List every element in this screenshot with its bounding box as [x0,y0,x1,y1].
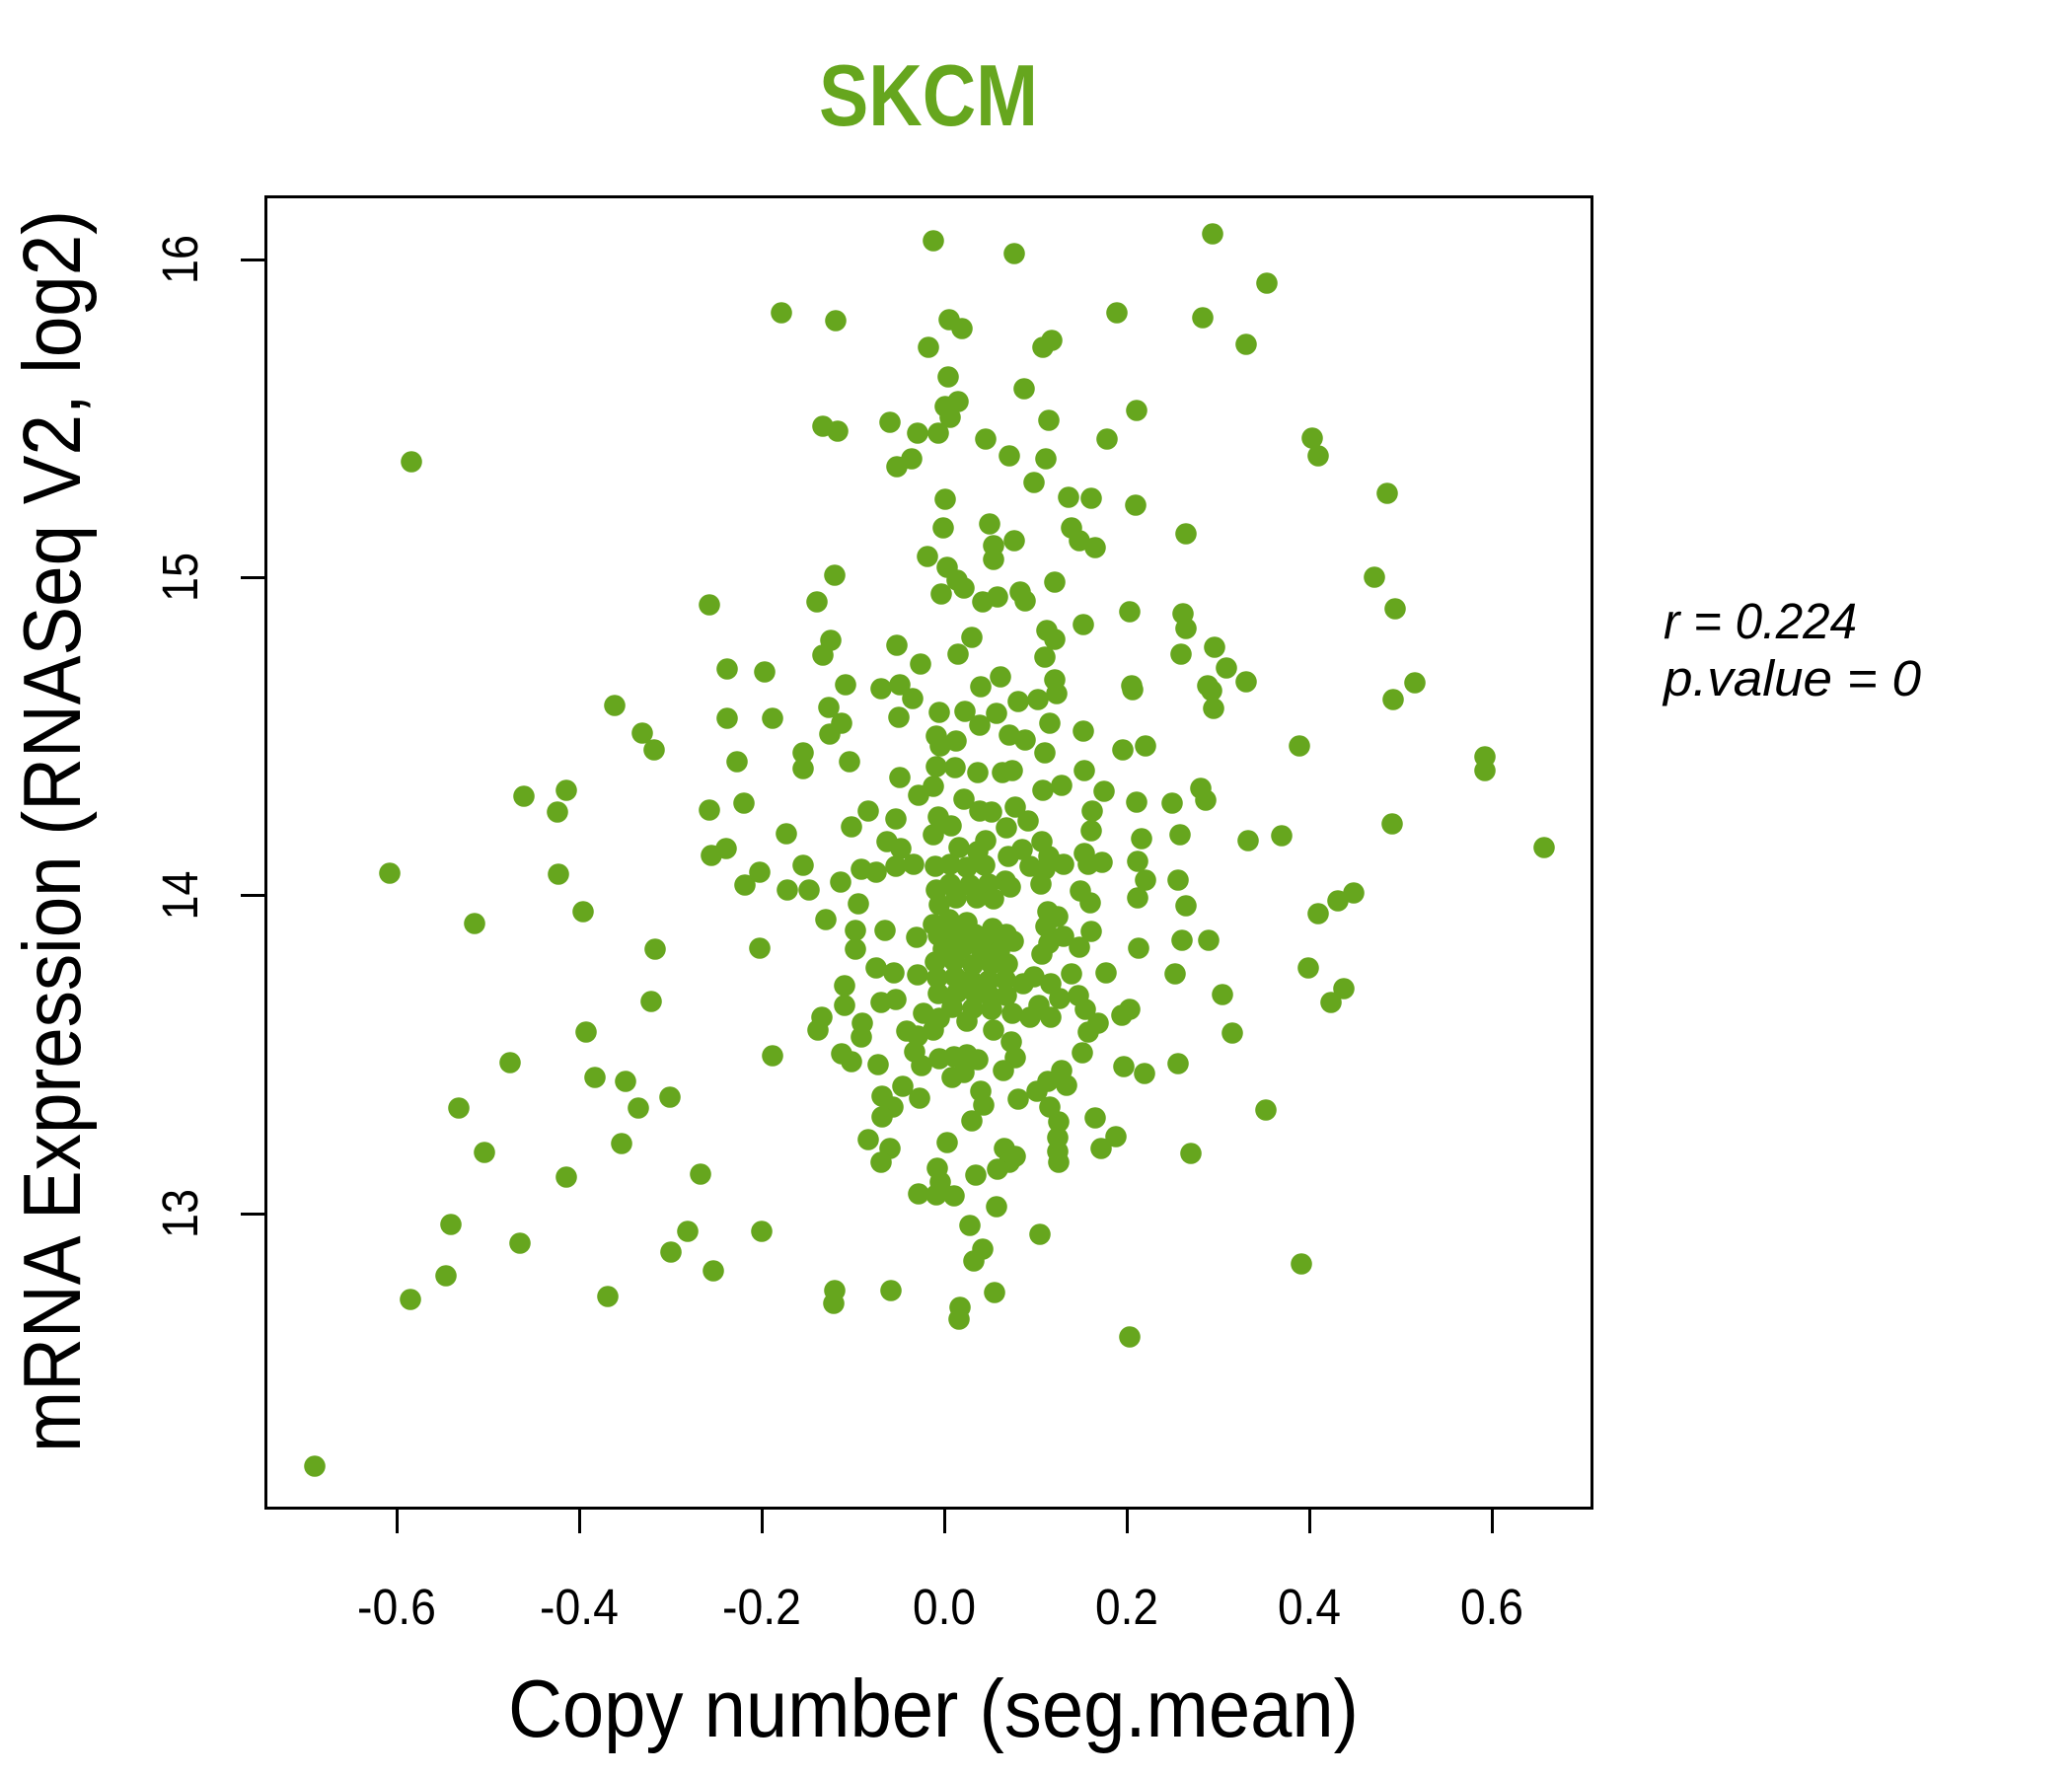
svg-text:0.0: 0.0 [913,1579,976,1635]
svg-text:Copy number (seg.mean): Copy number (seg.mean) [508,1663,1359,1754]
svg-text:-0.6: -0.6 [357,1579,436,1635]
svg-text:-0.4: -0.4 [540,1579,619,1635]
svg-text:16: 16 [152,235,208,284]
svg-text:14: 14 [152,871,208,921]
svg-text:0.4: 0.4 [1278,1579,1341,1635]
svg-text:15: 15 [152,553,208,602]
svg-text:13: 13 [152,1189,208,1238]
svg-text:0.2: 0.2 [1095,1579,1158,1635]
svg-text:SKCM: SKCM [819,46,1038,144]
svg-text:mRNA Expression (RNASeq V2, lo: mRNA Expression (RNASeq V2, log2) [6,210,98,1452]
svg-text:r = 0.224: r = 0.224 [1664,593,1857,649]
svg-text:0.6: 0.6 [1460,1579,1523,1635]
svg-text:-0.2: -0.2 [722,1579,801,1635]
svg-text:p.value = 0: p.value = 0 [1662,650,1921,706]
